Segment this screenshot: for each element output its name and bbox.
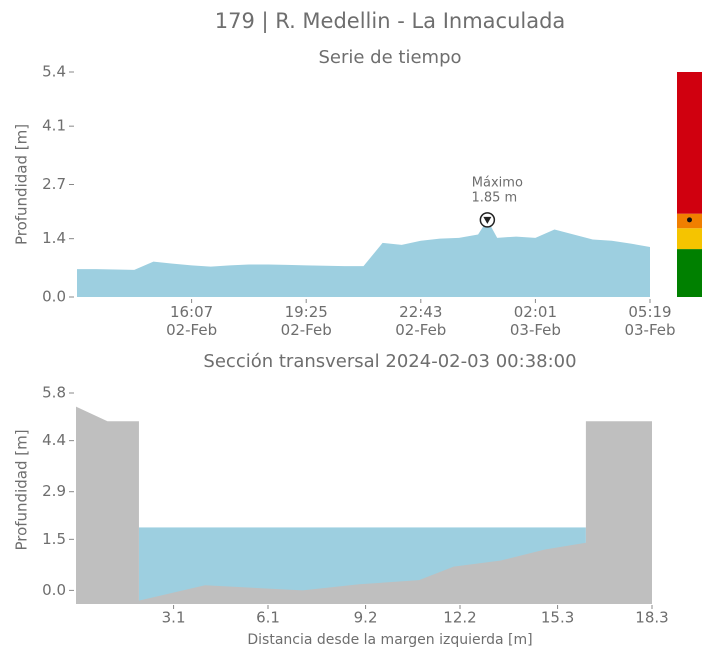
y-tick-label: 0.0 bbox=[42, 288, 66, 306]
y-tick-label: 5.8 bbox=[42, 384, 66, 402]
y-axis-label: Profundidad [m] bbox=[13, 124, 31, 245]
y-tick-label: 4.4 bbox=[42, 431, 66, 449]
annotation-value: 1.85 m bbox=[471, 190, 517, 205]
x-tick-label: 15.3 bbox=[541, 609, 574, 627]
x-tick-label: 02:01 03-Feb bbox=[509, 303, 561, 339]
y-tick-label: 1.5 bbox=[42, 530, 66, 548]
x-tick-label: 16:07 02-Feb bbox=[166, 303, 218, 339]
subtitle: Sección transversal 2024-02-03 00:38:00 bbox=[203, 351, 576, 372]
annotation: Máximo bbox=[472, 175, 523, 190]
y-axis-label: Profundidad [m] bbox=[13, 429, 31, 550]
x-axis-label: Distancia desde la margen izquierda [m] bbox=[247, 632, 532, 648]
x-tick-label: 18.3 bbox=[635, 609, 668, 627]
y-tick-label: 0.0 bbox=[42, 581, 66, 599]
x-tick-label: 05:19 03-Feb bbox=[624, 303, 676, 339]
alert-level bbox=[677, 228, 702, 250]
subtitle: Serie de tiempo bbox=[318, 47, 461, 68]
current-level-dot bbox=[687, 217, 692, 223]
y-tick-label: 4.1 bbox=[42, 117, 66, 135]
y-tick-label: 2.9 bbox=[42, 482, 66, 500]
x-tick-label: 12.2 bbox=[443, 609, 476, 627]
max-marker-arrow bbox=[483, 216, 492, 224]
y-tick-label: 2.7 bbox=[42, 175, 66, 193]
area bbox=[77, 219, 650, 297]
x-tick-label: 3.1 bbox=[162, 609, 186, 627]
x-tick-label: 6.1 bbox=[256, 609, 280, 627]
alert-level bbox=[677, 249, 702, 297]
x-tick-label: 22:43 02-Feb bbox=[395, 303, 447, 339]
alert-level bbox=[677, 72, 702, 214]
y-tick-label: 5.4 bbox=[42, 63, 66, 81]
ground-profile bbox=[76, 406, 652, 604]
x-tick-label: 19:25 02-Feb bbox=[280, 303, 332, 339]
x-tick-label: 9.2 bbox=[354, 609, 378, 627]
figure-title: 179 | R. Medellin - La Inmaculada bbox=[215, 9, 566, 34]
y-tick-label: 1.4 bbox=[42, 229, 66, 247]
